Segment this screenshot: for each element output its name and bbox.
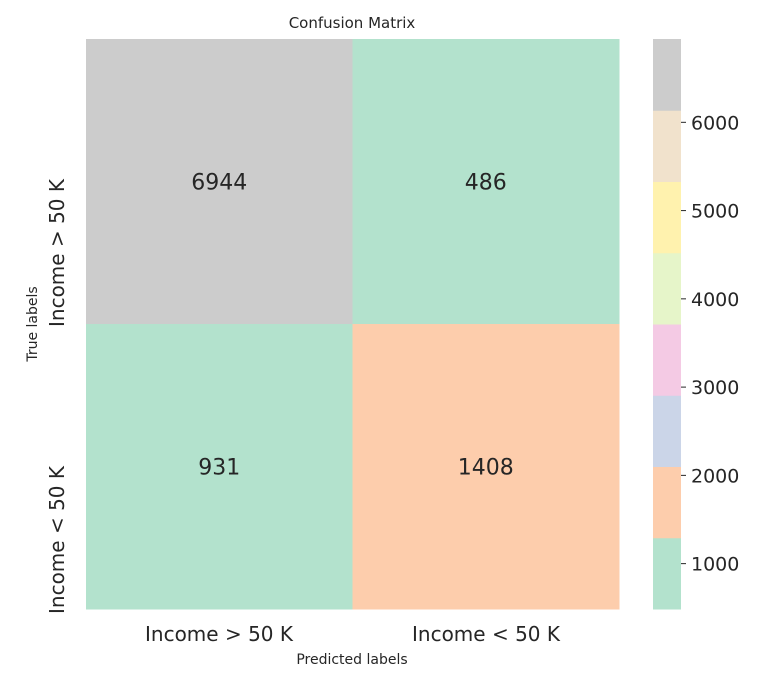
colorbar-tick-label: 2000 <box>691 465 739 487</box>
colorbar-segment <box>653 537 681 610</box>
cell-value-label: 486 <box>465 171 507 196</box>
chart-title: Confusion Matrix <box>289 14 416 32</box>
cell-value-label: 6944 <box>191 171 247 196</box>
cell-value-label: 1408 <box>458 456 514 481</box>
y-tick-label: Income < 50 K <box>45 465 69 614</box>
y-axis-label: True labels <box>25 286 41 362</box>
y-tick-label: Income > 50 K <box>45 178 69 327</box>
colorbar-tick-label: 5000 <box>691 201 739 223</box>
cell-value-label: 931 <box>198 456 240 481</box>
heatmap-cell <box>352 324 620 610</box>
colorbar <box>653 39 681 610</box>
x-axis-label: Predicted labels <box>296 652 407 668</box>
colorbar-tick-label: 3000 <box>691 377 739 399</box>
colorbar-tick-label: 6000 <box>691 112 739 134</box>
heatmap-cell <box>86 324 353 610</box>
colorbar-segment <box>653 39 681 111</box>
cell-value-labels: 6944 486 931 1408 <box>191 171 514 481</box>
colorbar-segment <box>653 324 681 396</box>
colorbar-segment <box>653 466 681 539</box>
colorbar-tick-label: 4000 <box>691 289 739 311</box>
heatmap-cell <box>86 39 353 325</box>
heatmap-cells <box>86 39 620 610</box>
heatmap-cell <box>352 39 620 325</box>
colorbar-tick-label: 1000 <box>691 554 739 576</box>
colorbar-segment <box>653 395 681 467</box>
x-tick-label: Income < 50 K <box>412 622 561 646</box>
colorbar-segment <box>653 252 681 325</box>
colorbar-segment <box>653 181 681 254</box>
colorbar-ticks: 1000 2000 3000 4000 5000 6000 <box>681 112 739 576</box>
colorbar-segment <box>653 110 681 182</box>
x-tick-label: Income > 50 K <box>145 622 294 646</box>
